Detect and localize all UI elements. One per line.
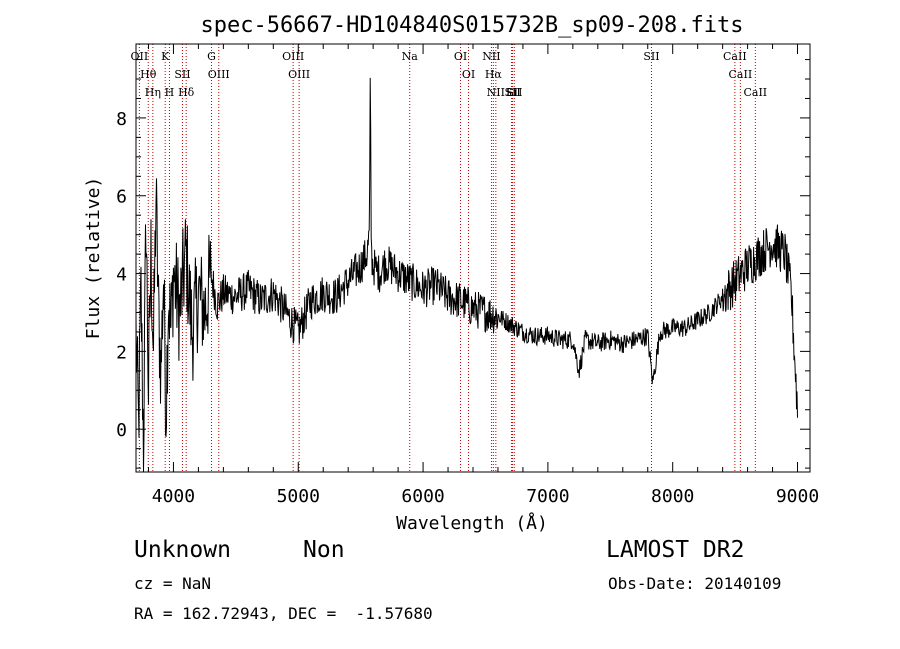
spectral-line-label: K: [161, 50, 170, 63]
spectral-line-label: CaII: [723, 50, 747, 63]
object-subclass: Non: [303, 537, 345, 563]
spectral-line-label: Hδ: [178, 86, 195, 99]
spectral-line-label: SII: [174, 68, 190, 81]
spectral-line-label: Li: [506, 86, 517, 99]
chart-title: spec-56667-HD104840S015732B_sp09-208.fit…: [200, 13, 743, 38]
redshift-readout: cz = NaN: [134, 574, 212, 593]
y-tick-label: 8: [116, 109, 127, 130]
spectral-line-label: SII: [506, 86, 522, 99]
y-tick-label: 6: [116, 187, 127, 208]
spectral-line-label: OI: [462, 68, 475, 81]
survey-label: LAMOST DR2: [606, 537, 745, 563]
x-tick-label: 9000: [776, 486, 819, 507]
spectral-line-label: NII: [487, 86, 505, 99]
object-class: Unknown: [134, 537, 231, 563]
spectral-line-label: OII: [131, 50, 149, 63]
x-tick-label: 7000: [526, 486, 569, 507]
y-tick-label: 0: [116, 420, 127, 441]
observation-date: Obs-Date: 20140109: [608, 574, 782, 593]
x-tick-label: 6000: [401, 486, 444, 507]
spectral-line-label: CaII: [743, 86, 767, 99]
plot-frame: [135, 43, 811, 473]
spectral-line-label: OIII: [288, 68, 310, 81]
x-tick-label: 8000: [651, 486, 694, 507]
y-tick-label: 2: [116, 342, 127, 363]
spectral-line-label: OIII: [208, 68, 230, 81]
spectral-line-label: SII: [643, 50, 659, 63]
spectral-line-label: OIII: [282, 50, 304, 63]
x-axis-label: Wavelength (Å): [396, 512, 548, 534]
spectral-line-label: H: [165, 86, 175, 99]
y-axis-label: Flux (relative): [83, 177, 104, 340]
spectral-line-label: SII: [504, 86, 520, 99]
spectral-line-label: Hη: [145, 86, 161, 99]
spectral-line-label: Hα: [485, 68, 503, 81]
spectral-line-label: CaII: [729, 68, 753, 81]
y-axis-ticks: 0 2 4 6 8: [116, 59, 810, 469]
spectral-line-label: NII: [482, 50, 500, 63]
coordinates-readout: RA = 162.72943, DEC = -1.57680: [134, 604, 433, 623]
y-tick-label: 4: [116, 265, 127, 286]
spectral-line-label: OI: [454, 50, 467, 63]
spectral-line-label: Na: [402, 50, 419, 63]
x-tick-label: 4000: [152, 486, 195, 507]
x-tick-label: 5000: [277, 486, 320, 507]
spectral-line-label: G: [207, 50, 216, 63]
spectral-line-labels: OII Hθ Hη K H SII Hδ G OIII OIII OIII Na OI OI NII Hα NI…: [131, 50, 768, 99]
spectral-line-markers: [138, 44, 756, 472]
x-axis-ticks: 4000 5000 6000 7000 8000 9000: [147, 44, 819, 507]
spectrum-line: [135, 77, 798, 473]
spectral-line-label: Hθ: [140, 68, 157, 81]
